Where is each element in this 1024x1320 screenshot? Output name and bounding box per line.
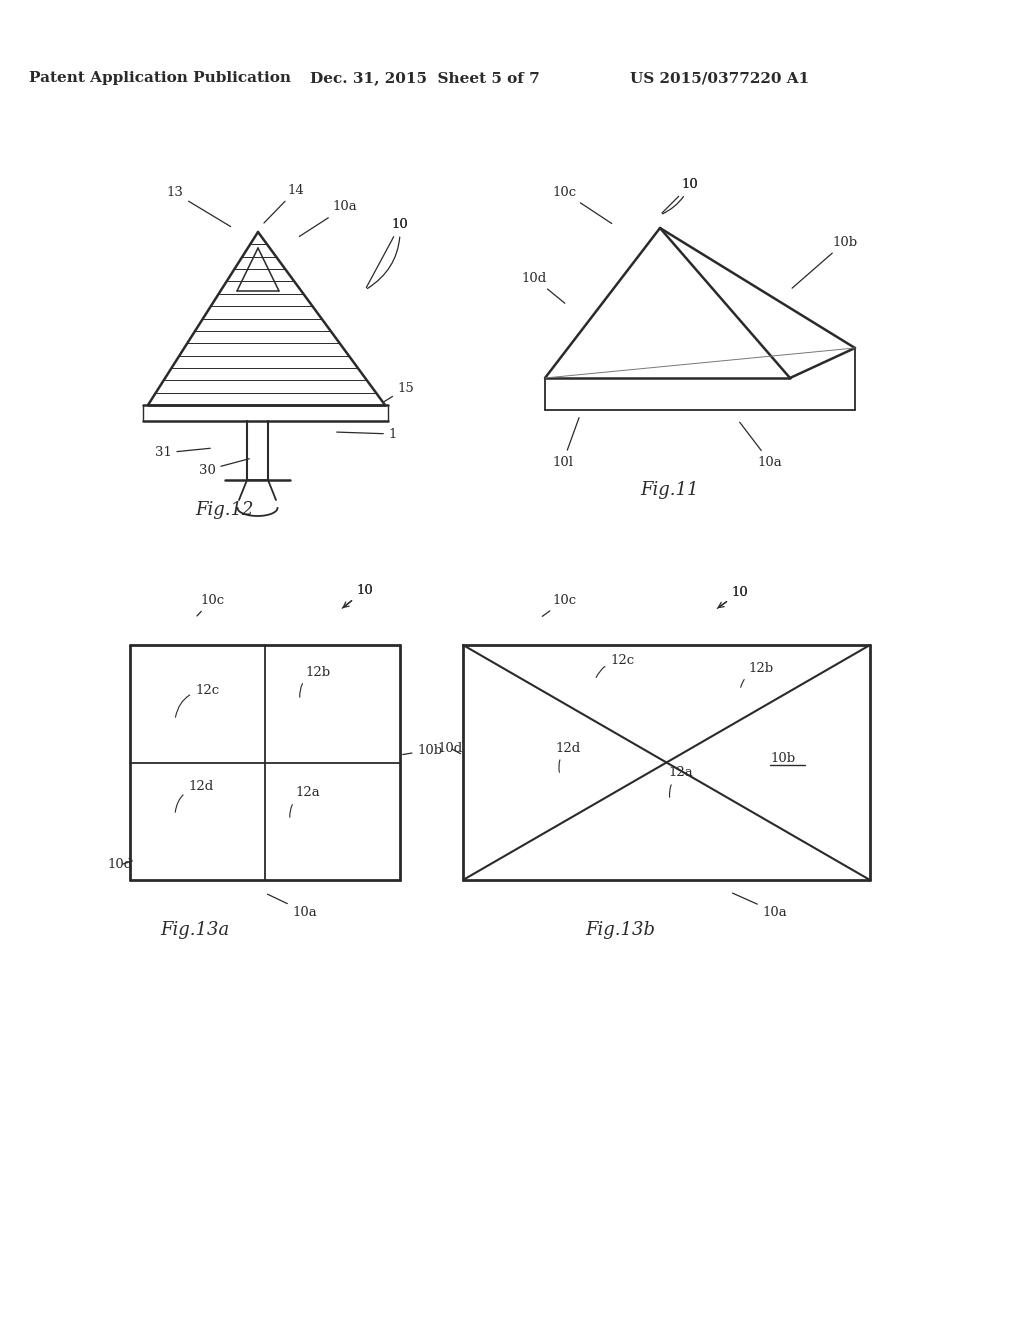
Text: 10: 10: [719, 586, 749, 607]
Text: 10: 10: [663, 178, 698, 214]
Text: US 2015/0377220 A1: US 2015/0377220 A1: [631, 71, 810, 84]
Text: 10d: 10d: [521, 272, 565, 304]
Text: Patent Application Publication: Patent Application Publication: [29, 71, 291, 84]
Text: Dec. 31, 2015  Sheet 5 of 7: Dec. 31, 2015 Sheet 5 of 7: [310, 71, 540, 84]
Text: 10b: 10b: [770, 751, 795, 764]
Text: 12c: 12c: [175, 684, 219, 717]
Text: 1: 1: [337, 428, 397, 441]
Text: 15: 15: [384, 381, 415, 401]
Text: Fig.13a: Fig.13a: [161, 921, 229, 939]
Text: 12b: 12b: [740, 661, 773, 688]
Text: 10b: 10b: [793, 235, 857, 288]
Text: 12a: 12a: [290, 787, 319, 817]
Text: 10: 10: [367, 219, 409, 288]
Text: 12c: 12c: [596, 653, 634, 677]
Text: 30: 30: [199, 459, 249, 477]
Text: 10a: 10a: [299, 201, 357, 236]
Text: 12a: 12a: [668, 767, 693, 797]
Text: 14: 14: [264, 183, 304, 223]
Text: 10: 10: [662, 178, 698, 213]
Text: 10a: 10a: [267, 894, 317, 919]
Text: 12d: 12d: [555, 742, 581, 772]
Text: 12b: 12b: [300, 665, 330, 697]
Text: 10: 10: [717, 586, 749, 609]
Text: 10: 10: [368, 219, 409, 289]
Text: 10c: 10c: [543, 594, 578, 616]
Text: 10d: 10d: [108, 858, 133, 871]
Text: 10c: 10c: [197, 594, 224, 616]
Text: 10l: 10l: [553, 417, 579, 469]
Text: 10a: 10a: [732, 894, 787, 919]
Text: 12d: 12d: [175, 780, 213, 812]
Text: 31: 31: [155, 446, 210, 459]
Text: Fig.13b: Fig.13b: [585, 921, 655, 939]
Text: 10a: 10a: [739, 422, 782, 469]
Text: Fig.11: Fig.11: [641, 480, 699, 499]
Text: 10d: 10d: [437, 742, 463, 755]
Text: 10: 10: [343, 583, 374, 607]
Text: Fig.12: Fig.12: [196, 502, 254, 519]
Text: 13: 13: [167, 186, 230, 227]
Text: 10c: 10c: [552, 186, 611, 223]
Text: 10: 10: [342, 583, 374, 609]
Text: 10b: 10b: [402, 743, 442, 756]
